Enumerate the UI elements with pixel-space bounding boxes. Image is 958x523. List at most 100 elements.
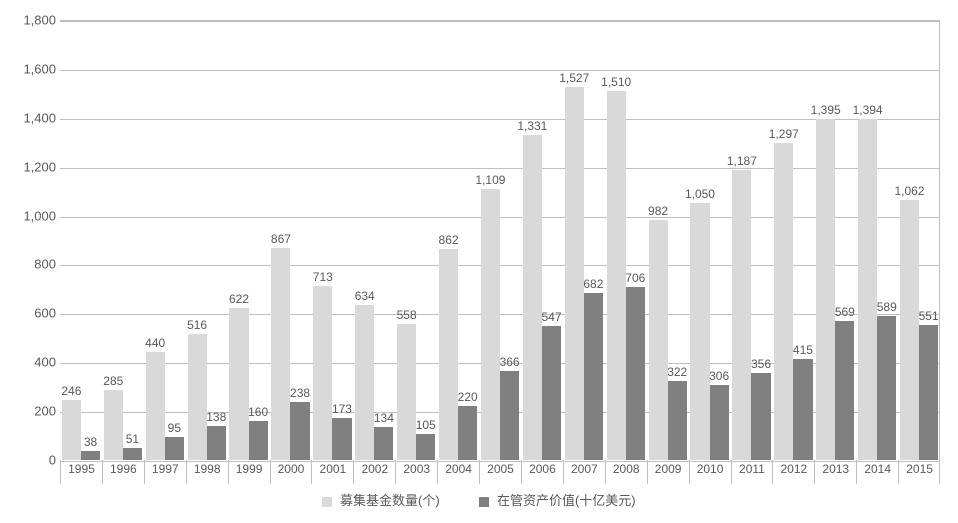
bar-series-2: 322 [668, 381, 687, 460]
bar-value-label: 1,109 [475, 173, 505, 189]
x-tick-label: 2011 [731, 460, 773, 484]
bar-value-label: 1,297 [769, 127, 799, 143]
x-tick-label: 1997 [144, 460, 186, 484]
x-tick-label: 1998 [186, 460, 228, 484]
bar-group: 622160 [228, 20, 270, 460]
x-tick-label: 2014 [856, 460, 898, 484]
bar-group: 1,050306 [689, 20, 731, 460]
bar-value-label: 558 [397, 308, 417, 324]
bar-group: 634134 [353, 20, 395, 460]
bar-group: 1,187356 [731, 20, 773, 460]
bar-value-label: 160 [248, 405, 268, 421]
y-tick-label: 800 [10, 257, 56, 272]
bar-value-label: 322 [667, 365, 687, 381]
bar-value-label: 238 [290, 386, 310, 402]
bar-series-1: 1,187 [732, 170, 751, 460]
bar-series-2: 415 [793, 359, 812, 460]
bar-series-1: 516 [188, 334, 207, 460]
bar-value-label: 622 [229, 292, 249, 308]
bar-value-label: 285 [103, 374, 123, 390]
x-tick-label: 2004 [437, 460, 479, 484]
bar-series-2: 220 [458, 406, 477, 460]
bar-series-1: 1,395 [816, 119, 835, 460]
bar-series-1: 440 [146, 352, 165, 460]
bar-group: 1,297415 [772, 20, 814, 460]
bar-value-label: 38 [84, 435, 97, 451]
bar-value-label: 51 [126, 432, 139, 448]
bar-series-1: 862 [439, 249, 458, 460]
bar-value-label: 862 [439, 233, 459, 249]
bar-series-2: 173 [332, 418, 351, 460]
bar-group: 1,527682 [563, 20, 605, 460]
x-tick-label: 2007 [563, 460, 605, 484]
bar-group: 558105 [395, 20, 437, 460]
x-tick-label: 2005 [479, 460, 521, 484]
bar-chart: 02004006008001,0001,2001,4001,6001,800 2… [10, 10, 948, 513]
bar-series-2: 366 [500, 371, 519, 460]
bar-value-label: 1,394 [853, 103, 883, 119]
bar-series-2: 569 [835, 321, 854, 460]
bar-value-label: 138 [206, 410, 226, 426]
x-tick-label: 2003 [395, 460, 437, 484]
bar-series-1: 1,510 [607, 91, 626, 460]
bar-group: 1,394589 [856, 20, 898, 460]
x-tick-label: 2002 [353, 460, 395, 484]
y-tick-label: 400 [10, 355, 56, 370]
bar-group: 1,331547 [521, 20, 563, 460]
bar-series-1: 558 [397, 324, 416, 460]
bar-series-2: 160 [249, 421, 268, 460]
bar-series-1: 1,331 [523, 135, 542, 460]
y-tick-label: 200 [10, 404, 56, 419]
bar-value-label: 220 [458, 390, 478, 406]
bar-series-1: 1,394 [858, 119, 877, 460]
y-tick-label: 1,600 [10, 61, 56, 76]
bar-value-label: 1,395 [811, 103, 841, 119]
x-tick-label: 1999 [228, 460, 270, 484]
bar-series-2: 105 [416, 434, 435, 460]
bar-group: 24638 [60, 20, 102, 460]
bar-series-1: 1,527 [565, 87, 584, 460]
bar-value-label: 1,510 [601, 75, 631, 91]
bar-series-1: 1,297 [774, 143, 793, 460]
bar-value-label: 551 [919, 309, 939, 325]
y-tick-label: 1,200 [10, 159, 56, 174]
bar-series-2: 547 [542, 326, 561, 460]
x-tick-label: 1995 [60, 460, 102, 484]
bar-series-1: 622 [229, 308, 248, 460]
x-tick-label: 2012 [772, 460, 814, 484]
bar-value-label: 105 [416, 418, 436, 434]
bar-value-label: 867 [271, 232, 291, 248]
bar-series-2: 38 [81, 451, 100, 460]
bar-value-label: 306 [709, 369, 729, 385]
bar-value-label: 713 [313, 270, 333, 286]
bar-value-label: 547 [541, 310, 561, 326]
bars-container: 2463828551440955161386221608672387131736… [60, 20, 940, 460]
bar-value-label: 569 [835, 305, 855, 321]
bar-group: 1,395569 [814, 20, 856, 460]
bar-series-2: 682 [584, 293, 603, 460]
bar-value-label: 415 [793, 343, 813, 359]
bar-series-1: 246 [62, 400, 81, 460]
legend-swatch-1 [322, 497, 332, 507]
bar-value-label: 1,187 [727, 154, 757, 170]
x-tick-label: 2015 [898, 460, 940, 484]
bar-value-label: 1,331 [517, 119, 547, 135]
bar-group: 867 238 [270, 20, 312, 460]
legend-label-1: 募集基金数量(个) [340, 493, 440, 508]
x-tick-label: 1996 [102, 460, 144, 484]
bar-value-label: 682 [583, 277, 603, 293]
bar-series-1: 285 [104, 390, 123, 460]
bar-group: 1,109366 [479, 20, 521, 460]
bar-series-1: 713 [313, 286, 332, 460]
bar-series-2: 589 [877, 316, 896, 460]
legend-item-series-2: 在管资产价值(十亿美元) [479, 490, 635, 509]
y-tick-label: 0 [10, 453, 56, 468]
y-tick-label: 600 [10, 306, 56, 321]
bar-value-label: 982 [648, 204, 668, 220]
bar-group: 982322 [647, 20, 689, 460]
bar-series-1: 982 [649, 220, 668, 460]
x-tick-label: 2009 [647, 460, 689, 484]
bar-series-1: 1,050 [690, 203, 709, 460]
bar-value-label: 440 [145, 336, 165, 352]
x-tick-label: 2001 [311, 460, 353, 484]
